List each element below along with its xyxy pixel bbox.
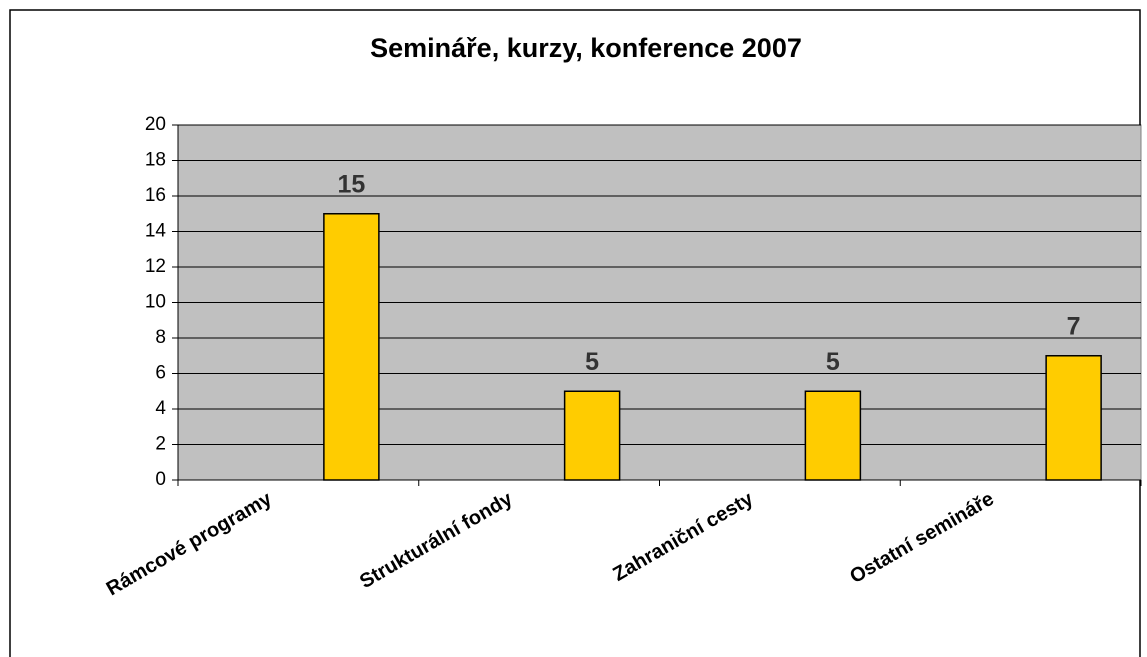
y-tick-label: 0: [155, 469, 166, 490]
bar: [804, 390, 862, 481]
y-tick-label: 10: [145, 292, 166, 313]
y-tick-label: 12: [145, 256, 166, 277]
y-tick-label: 16: [145, 185, 166, 206]
data-label: 7: [1067, 312, 1081, 340]
data-label: 15: [337, 170, 365, 198]
chart-title: Semináře, kurzy, konference 2007: [370, 33, 802, 63]
y-tick-label: 4: [155, 398, 166, 419]
y-tick-label: 18: [145, 150, 166, 171]
bar: [1045, 355, 1102, 481]
y-tick-label: 2: [155, 434, 166, 455]
bar: [323, 213, 380, 481]
y-tick-label: 6: [155, 363, 166, 384]
data-label: 5: [585, 348, 599, 376]
y-tick-label: 14: [145, 221, 167, 242]
y-tick-label: 8: [155, 327, 166, 348]
bar: [563, 390, 621, 481]
data-label: 5: [826, 348, 840, 376]
y-tick-label: 20: [145, 114, 166, 135]
